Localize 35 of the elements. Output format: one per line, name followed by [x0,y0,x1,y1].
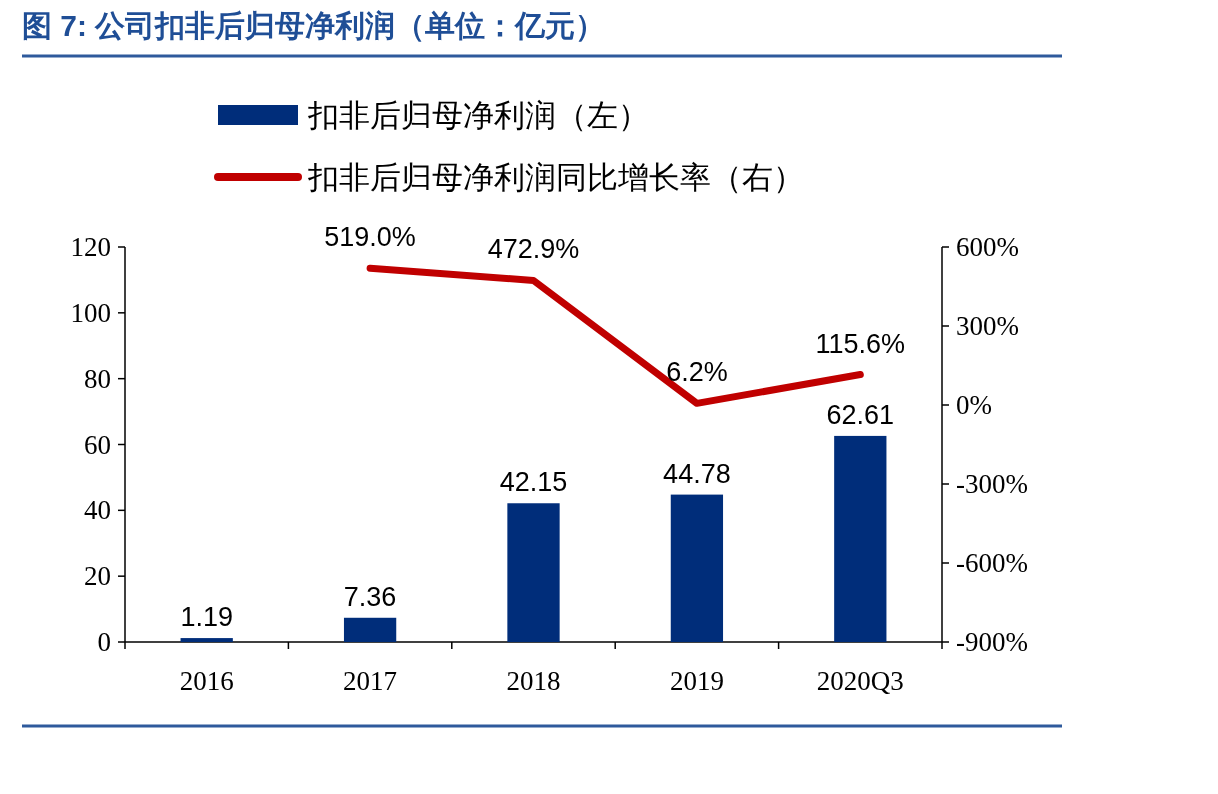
data-label: 42.15 [499,467,568,498]
data-label: 519.0% [324,222,416,253]
x-tick-label: 2016 [179,666,234,696]
data-label: 1.19 [180,602,233,633]
legend-label: 扣非后归母净利润（左） [307,98,649,133]
y-tick-label: 120 [70,232,111,262]
bar [343,617,397,642]
legend-label: 扣非后归母净利润同比增长率（右） [307,160,804,195]
data-label: 115.6% [815,328,906,359]
x-tick-label: 2019 [669,666,724,696]
data-label: 62.61 [826,399,895,430]
y2-tick-label: -900% [956,627,1028,657]
bar [180,638,233,642]
x-tick-label: 2017 [343,666,398,696]
x-tick-label: 2020Q3 [816,666,904,696]
y2-tick-label: 600% [956,232,1019,262]
y-tick-label: 0 [97,627,111,657]
y-tick-label: 40 [84,495,111,526]
y2-tick-label: -300% [956,469,1028,499]
y-tick-label: 100 [70,297,111,328]
x-tick-label: 2018 [506,666,561,696]
bar [670,494,724,642]
data-label: 472.9% [487,234,580,265]
data-label: 7.36 [343,581,397,612]
chart-title: 图 7: 公司扣非后归母净利润（单位：亿元） [22,9,606,42]
bar [507,503,560,642]
y-tick-label: 80 [84,363,111,394]
data-label: 6.2% [666,357,728,388]
data-label: 44.78 [663,458,731,489]
y2-tick-label: -600% [956,548,1028,578]
y-tick-label: 60 [84,429,111,460]
y2-tick-label: 0% [956,390,992,420]
y-tick-label: 20 [84,561,111,592]
y2-tick-label: 300% [956,311,1019,341]
bar [834,435,887,642]
